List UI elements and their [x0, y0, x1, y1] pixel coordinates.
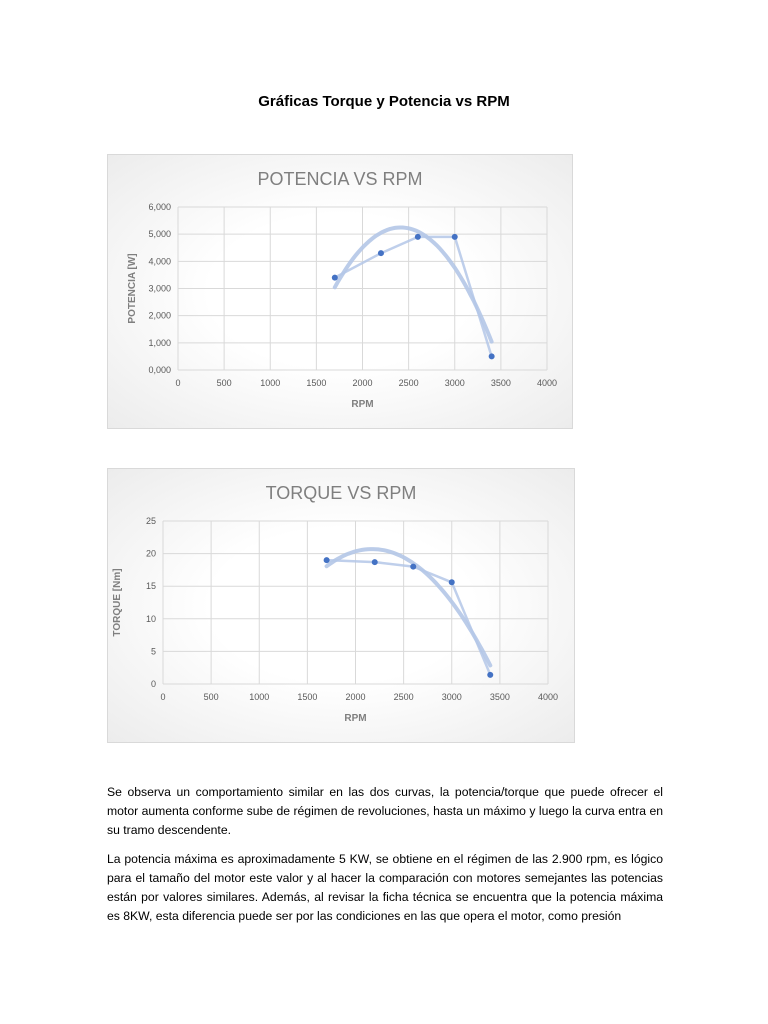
potencia-x-tick-label: 2000: [352, 378, 372, 388]
potencia-x-tick-label: 1500: [306, 378, 326, 388]
potencia-y-tick-label: 1,000: [148, 338, 171, 348]
potencia-y-tick-label: 4,000: [148, 256, 171, 266]
potencia-data-point: [331, 274, 338, 281]
potencia-y-tick-label: 5,000: [148, 229, 171, 239]
torque-y-tick-label: 10: [146, 614, 156, 624]
torque-trendline: [324, 547, 493, 668]
potencia-trendline: [332, 225, 494, 344]
potencia-data-point: [414, 233, 421, 240]
torque-data-point: [371, 559, 378, 566]
potencia-data-point: [451, 233, 458, 240]
torque-data-point: [323, 557, 330, 564]
torque-y-tick-label: 25: [146, 516, 156, 526]
potencia-x-tick-label: 1000: [260, 378, 280, 388]
torque-y-tick-label: 20: [146, 549, 156, 559]
potencia-y-tick-label: 2,000: [148, 311, 171, 321]
torque-series-line: [326, 558, 492, 676]
torque-data-point: [487, 671, 494, 678]
potencia-chart: POTENCIA VS RPM 0,000 1,000 2,000 3,000 4,000…: [107, 154, 573, 429]
torque-chart: TORQUE VS RPM 0 5 10 15 20 25 0 500 1000 1500 2000 2…: [107, 468, 575, 743]
paragraph-max-power: La potencia máxima es aproximadamente 5 …: [107, 852, 663, 923]
torque-x-tick-label: 3000: [442, 692, 462, 702]
torque-x-tick-label: 4000: [538, 692, 558, 702]
potencia-data-point: [488, 353, 495, 360]
torque-x-tick-label: 2500: [394, 692, 414, 702]
torque-x-tick-label: 0: [160, 692, 165, 702]
potencia-chart-title: POTENCIA VS RPM: [257, 169, 422, 189]
torque-x-tick-label: 2000: [345, 692, 365, 702]
torque-y-tick-label: 15: [146, 581, 156, 591]
potencia-y-tick-label: 6,000: [148, 202, 171, 212]
potencia-x-axis-label: RPM: [351, 399, 373, 410]
potencia-x-tick-label: 4000: [537, 378, 557, 388]
potencia-data-point: [377, 250, 384, 257]
potencia-x-tick-label: 500: [217, 378, 232, 388]
potencia-x-tick-label: 3000: [445, 378, 465, 388]
torque-x-axis-label: RPM: [344, 713, 366, 724]
torque-x-tick-label: 1500: [297, 692, 317, 702]
torque-y-tick-label: 0: [151, 679, 156, 689]
torque-y-tick-label: 5: [151, 646, 156, 656]
potencia-x-tick-label: 2500: [399, 378, 419, 388]
potencia-y-tick-label: 0,000: [148, 365, 171, 375]
torque-x-tick-label: 3500: [490, 692, 510, 702]
paragraph-observation: Se observa un comportamiento similar en …: [107, 785, 663, 837]
torque-x-tick-label: 500: [204, 692, 219, 702]
potencia-y-tick-label: 3,000: [148, 284, 171, 294]
potencia-y-axis-label: POTENCIA [W]: [127, 253, 138, 323]
potencia-x-tick-label: 0: [175, 378, 180, 388]
document-title: Gráficas Torque y Potencia vs RPM: [258, 93, 510, 110]
torque-data-point: [410, 563, 417, 570]
potencia-x-tick-label: 3500: [491, 378, 511, 388]
potencia-chart-svg: POTENCIA VS RPM 0,000 1,000 2,000 3,000 4,000…: [127, 169, 557, 410]
torque-x-tick-label: 1000: [249, 692, 269, 702]
torque-chart-title: TORQUE VS RPM: [266, 483, 417, 503]
torque-data-point: [448, 579, 455, 586]
torque-chart-svg: TORQUE VS RPM 0 5 10 15 20 25 0 500 1000 1500 2000 2…: [112, 483, 558, 724]
torque-y-axis-label: TORQUE [Nm]: [112, 568, 123, 636]
